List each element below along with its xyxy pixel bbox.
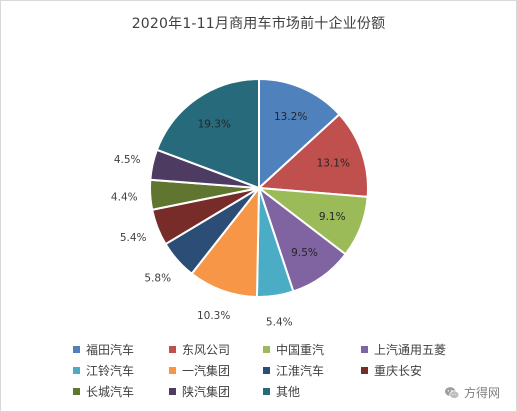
watermark-text: 方得网 xyxy=(463,386,500,400)
legend-label-2: 中国重汽 xyxy=(276,342,325,357)
legend-label-8: 长城汽车 xyxy=(86,384,135,399)
legend-item-4: 江铃汽车 xyxy=(73,362,134,378)
legend-swatch-4 xyxy=(73,366,80,374)
legend-swatch-6 xyxy=(263,366,270,374)
legend-swatch-2 xyxy=(263,345,270,353)
data-label-4: 5.4% xyxy=(266,316,293,328)
legend-swatch-0 xyxy=(73,345,80,353)
data-label-9: 4.5% xyxy=(114,154,141,166)
legend-item-3: 上汽通用五菱 xyxy=(361,341,446,357)
legend-label-3: 上汽通用五菱 xyxy=(374,342,447,357)
watermark: 方得网 xyxy=(444,384,500,401)
legend-label-9: 陕汽集团 xyxy=(182,384,231,399)
data-label-10: 19.3% xyxy=(198,119,231,131)
pie-slice-5 xyxy=(190,185,261,298)
legend-swatch-8 xyxy=(73,387,80,395)
legend-label-0: 福田汽车 xyxy=(86,342,135,357)
legend-item-2: 中国重汽 xyxy=(263,341,324,357)
pie-slice-10 xyxy=(155,77,260,190)
legend-swatch-3 xyxy=(361,345,368,353)
pie-slice-0 xyxy=(258,77,341,191)
legend-item-1: 东风公司 xyxy=(169,341,230,357)
legend-swatch-1 xyxy=(169,345,176,353)
legend-label-4: 江铃汽车 xyxy=(86,363,135,378)
data-label-5: 10.3% xyxy=(197,310,230,322)
data-label-0: 13.2% xyxy=(274,111,307,123)
legend-label-1: 东风公司 xyxy=(182,342,231,357)
legend-item-0: 福田汽车 xyxy=(73,341,134,357)
legend-swatch-10 xyxy=(263,387,270,395)
legend-label-10: 其他 xyxy=(276,384,301,399)
pie-chart: 13.2% 13.1% 9.1% 9.5% 5.4% 10.3% 5.8% 5.4% 4.4% 4… xyxy=(111,77,369,328)
legend-swatch-5 xyxy=(169,366,176,374)
chart-title: 2020年1-11月商用车市场前十企业份额 xyxy=(131,16,386,32)
data-label-7: 5.4% xyxy=(120,232,147,244)
legend-item-6: 江淮汽车 xyxy=(263,362,324,378)
data-label-2: 9.1% xyxy=(319,211,346,223)
legend-item-10: 其他 xyxy=(263,383,300,399)
data-label-3: 9.5% xyxy=(291,247,318,259)
legend-label-7: 重庆长安 xyxy=(374,363,423,378)
legend-label-5: 一汽集团 xyxy=(182,363,231,378)
legend-item-8: 长城汽车 xyxy=(73,383,134,399)
legend-swatch-9 xyxy=(169,387,176,395)
data-label-1: 13.1% xyxy=(317,158,350,170)
wechat-icon xyxy=(444,386,460,399)
data-label-6: 5.8% xyxy=(144,272,171,284)
legend-item-7: 重庆长安 xyxy=(361,362,422,378)
legend-item-9: 陕汽集团 xyxy=(169,383,230,399)
pie-slice-1 xyxy=(256,112,369,198)
legend-label-6: 江淮汽车 xyxy=(276,363,325,378)
data-label-8: 4.4% xyxy=(111,191,138,203)
legend-item-5: 一汽集团 xyxy=(169,362,230,378)
legend-swatch-7 xyxy=(361,366,368,374)
